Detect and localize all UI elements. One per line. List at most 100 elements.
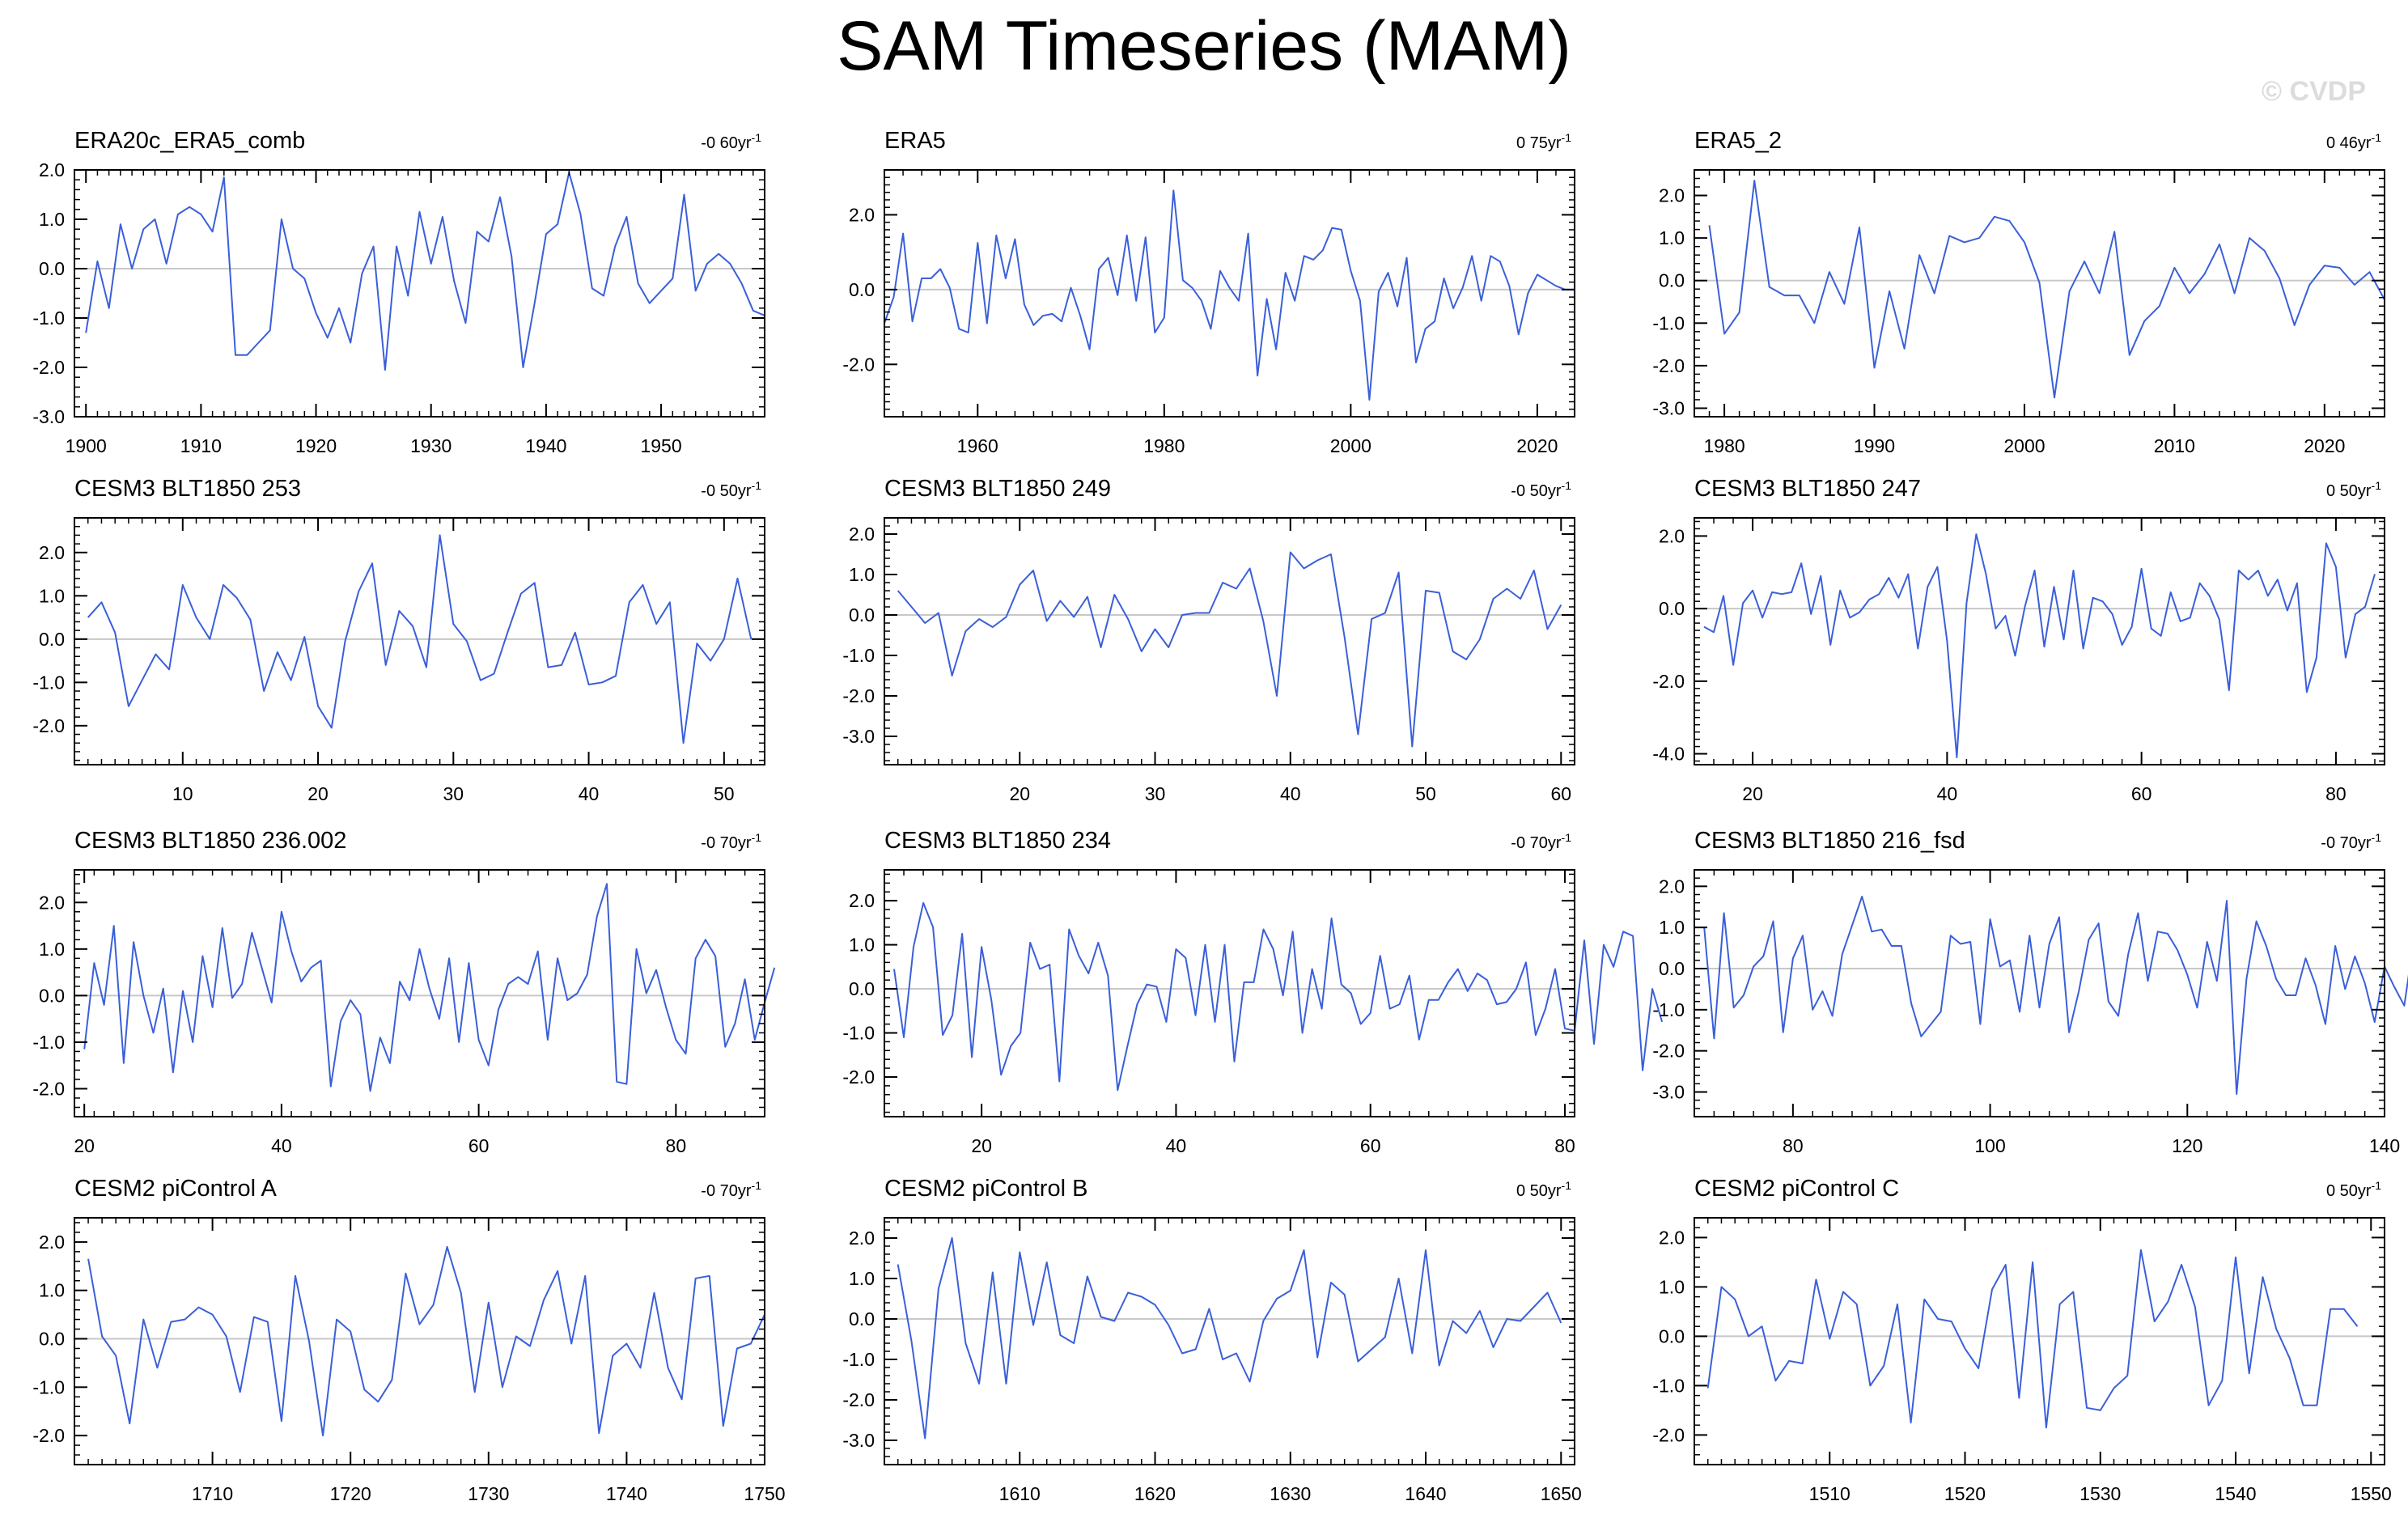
trend-label: -0 70yr-1 xyxy=(701,831,761,852)
x-tick-label: 1630 xyxy=(1270,1483,1311,1504)
y-tick-label: 0.0 xyxy=(1659,270,1685,291)
data-series-line xyxy=(1706,1249,2359,1429)
y-tick-label: -4.0 xyxy=(1652,744,1685,765)
x-tick-label: 20 xyxy=(74,1135,95,1156)
y-tick-label: -1.0 xyxy=(1652,999,1685,1020)
chart-title: CESM3 BLT1850 216_fsd xyxy=(1694,828,1965,854)
y-tick-label: 2.0 xyxy=(849,524,875,545)
y-tick-label: -1.0 xyxy=(1652,1375,1685,1396)
x-tick-label: 40 xyxy=(1280,783,1301,804)
y-tick-label: -2.0 xyxy=(1652,355,1685,376)
y-tick-label: -2.0 xyxy=(842,1066,875,1088)
x-tick-label: 2010 xyxy=(2154,435,2195,456)
x-tick-label: 50 xyxy=(714,783,735,804)
chart-title: CESM3 BLT1850 249 xyxy=(884,476,1111,502)
plot-frame xyxy=(884,517,1575,765)
x-tick-label: 100 xyxy=(1974,1135,2005,1156)
y-tick-label: -2.0 xyxy=(842,1389,875,1410)
x-tick-label: 1750 xyxy=(744,1483,785,1504)
y-tick-label: -2.0 xyxy=(32,715,65,736)
x-tick-label: 1950 xyxy=(640,435,681,456)
y-tick-label: 2.0 xyxy=(39,892,65,913)
x-tick-label: 1640 xyxy=(1405,1483,1446,1504)
x-tick-label: 1920 xyxy=(295,435,337,456)
x-tick-label: 40 xyxy=(271,1135,292,1156)
x-tick-label: 20 xyxy=(307,783,329,804)
plot-frame xyxy=(74,1217,765,1465)
y-tick-label: 1.0 xyxy=(39,585,65,606)
chart-title: ERA5 xyxy=(884,128,946,154)
trend-label: -0 70yr-1 xyxy=(2321,831,2381,852)
data-series-line xyxy=(85,172,765,371)
chart-title: CESM2 piControl B xyxy=(884,1176,1087,1202)
y-tick-label: -1.0 xyxy=(842,1349,875,1370)
x-tick-label: 20 xyxy=(971,1135,992,1156)
trend-label: -0 70yr-1 xyxy=(701,1179,761,1200)
y-tick-label: 1.0 xyxy=(849,564,875,585)
data-series-line xyxy=(1708,180,2385,399)
watermark: © CVDP xyxy=(2262,76,2366,107)
x-tick-label: 30 xyxy=(1145,783,1166,804)
x-tick-label: 50 xyxy=(1415,783,1436,804)
x-tick-label: 1940 xyxy=(525,435,566,456)
chart-title: CESM3 BLT1850 247 xyxy=(1694,476,1921,502)
y-tick-label: 2.0 xyxy=(1659,876,1685,897)
x-tick-label: 80 xyxy=(666,1135,687,1156)
y-tick-label: -2.0 xyxy=(32,1425,65,1446)
trend-label: -0 50yr-1 xyxy=(701,479,761,500)
chart-panel: CESM3 BLT1850 247 0 50yr-1 20 40 60 80 2.0 0.0 -… xyxy=(1652,476,2385,804)
plot-frame xyxy=(74,869,765,1117)
plot-frame xyxy=(1694,869,2385,1117)
x-tick-label: 2020 xyxy=(1516,435,1558,456)
y-tick-label: -1.0 xyxy=(32,307,65,329)
data-series-line xyxy=(893,901,1664,1092)
y-tick-label: 0.0 xyxy=(849,604,875,625)
y-tick-label: 1.0 xyxy=(1659,1276,1685,1297)
x-tick-label: 1510 xyxy=(1809,1483,1851,1504)
x-tick-label: 80 xyxy=(2325,783,2347,804)
y-tick-label: 2.0 xyxy=(1659,525,1685,546)
y-tick-label: -3.0 xyxy=(1652,1082,1685,1103)
data-series-line xyxy=(897,551,1562,748)
y-tick-label: -2.0 xyxy=(842,685,875,706)
y-tick-label: -3.0 xyxy=(1652,397,1685,418)
trend-label: -0 70yr-1 xyxy=(1511,831,1571,852)
data-series-line xyxy=(1703,533,2376,758)
y-tick-label: 0.0 xyxy=(849,978,875,999)
y-tick-label: 2.0 xyxy=(39,1232,65,1253)
plot-frame xyxy=(74,169,765,418)
chart-panel: CESM3 BLT1850 216_fsd -0 70yr-1 80 100 120 14… xyxy=(1652,828,2408,1156)
y-tick-label: 2.0 xyxy=(39,159,65,180)
y-tick-label: 0.0 xyxy=(1659,958,1685,979)
y-tick-label: 2.0 xyxy=(849,204,875,225)
y-tick-label: -2.0 xyxy=(1652,1424,1685,1445)
x-tick-label: 1720 xyxy=(330,1483,371,1504)
y-tick-label: 0.0 xyxy=(1659,1325,1685,1346)
y-tick-label: -1.0 xyxy=(842,1023,875,1044)
y-tick-label: 0.0 xyxy=(39,1329,65,1350)
x-tick-label: 1610 xyxy=(999,1483,1041,1504)
y-tick-label: -1.0 xyxy=(1652,312,1685,333)
x-tick-label: 40 xyxy=(579,783,600,804)
chart-title: ERA20c_ERA5_comb xyxy=(74,128,305,154)
chart-panel: CESM3 BLT1850 249 -0 50yr-1 20 30 40 50 60 2.0 1… xyxy=(842,476,1575,804)
x-tick-label: 1990 xyxy=(1854,435,1895,456)
x-tick-label: 1900 xyxy=(66,435,107,456)
y-tick-label: 0.0 xyxy=(1659,598,1685,619)
chart-panel: CESM2 piControl C 0 50yr-1 1510 1520 1530 154… xyxy=(1652,1176,2392,1504)
y-tick-label: -2.0 xyxy=(1652,671,1685,692)
plot-frame xyxy=(1694,1217,2385,1465)
y-tick-label: -2.0 xyxy=(1652,1041,1685,1062)
x-tick-label: 1910 xyxy=(180,435,222,456)
y-tick-label: 2.0 xyxy=(39,542,65,563)
x-tick-label: 80 xyxy=(1783,1135,1804,1156)
x-tick-label: 80 xyxy=(1554,1135,1575,1156)
y-tick-label: 0.0 xyxy=(849,279,875,300)
trend-label: 0 75yr-1 xyxy=(1516,131,1571,152)
chart-title: CESM3 BLT1850 236.002 xyxy=(74,828,346,854)
x-tick-label: 1650 xyxy=(1541,1483,1582,1504)
plot-frame xyxy=(1694,517,2385,765)
x-tick-label: 1980 xyxy=(1143,435,1185,456)
x-tick-label: 10 xyxy=(172,783,193,804)
